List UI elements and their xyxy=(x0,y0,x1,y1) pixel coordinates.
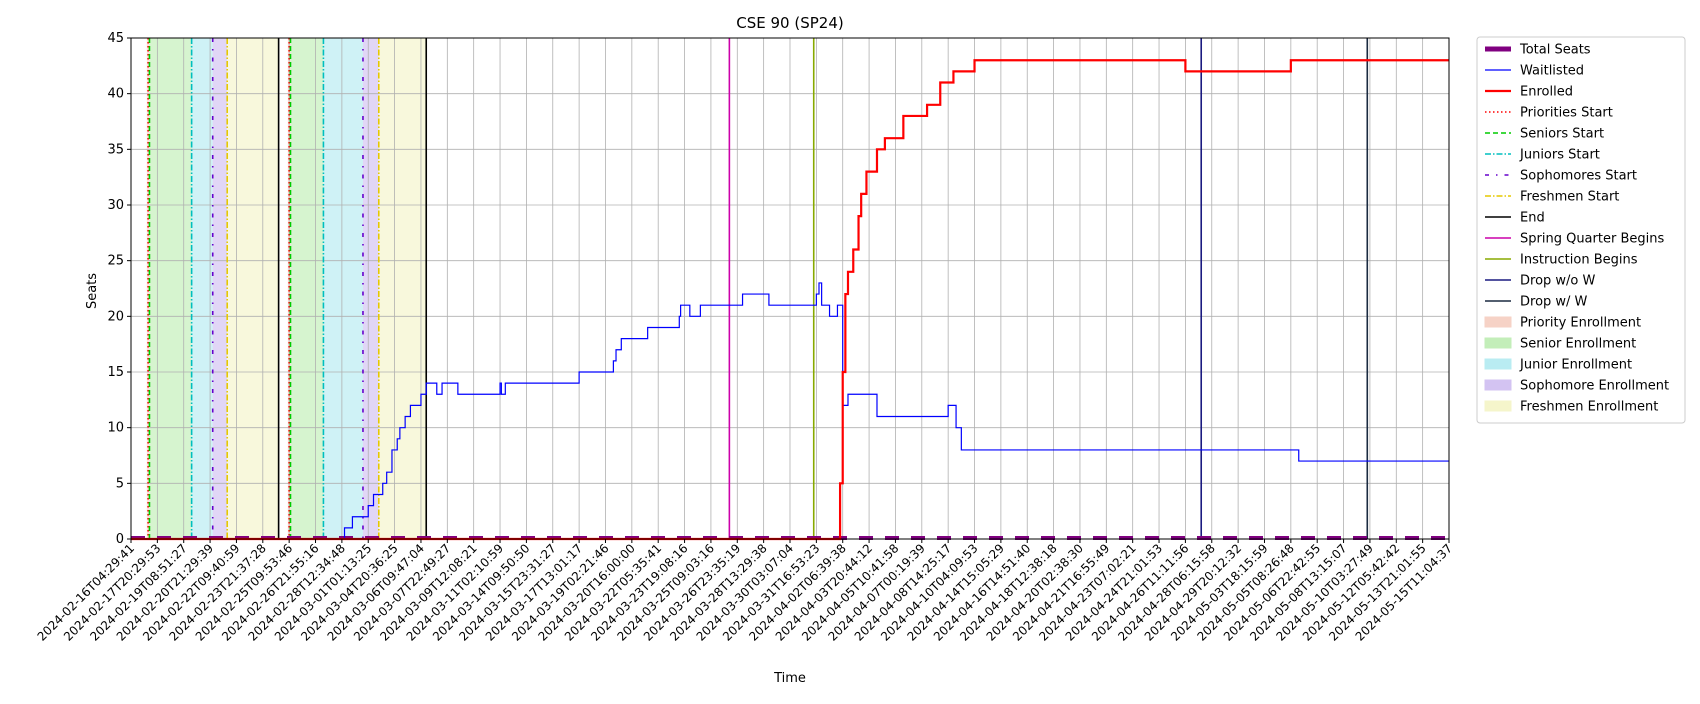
series xyxy=(131,59,1449,541)
legend-label-6: Sophomores Start xyxy=(1520,169,1637,184)
shaded-regions xyxy=(146,38,427,539)
region-1-1 xyxy=(290,38,324,539)
legend-label-0: Total Seats xyxy=(1519,43,1591,58)
legend-label-14: Senior Enrollment xyxy=(1520,337,1636,352)
legend-label-9: Spring Quarter Begins xyxy=(1520,232,1664,247)
legend-box xyxy=(1476,36,1686,424)
region-2-1 xyxy=(323,38,363,539)
region-1-0 xyxy=(149,38,192,539)
grid xyxy=(130,37,1450,540)
y-tick-label-8: 40 xyxy=(107,87,124,102)
y-tick-label-9: 45 xyxy=(107,31,124,46)
region-3-0 xyxy=(212,38,228,539)
legend: Total Seats Waitlisted Enrolled Priorities … xyxy=(1476,36,1686,424)
legend-swatch-14 xyxy=(1484,337,1512,349)
region-0-0 xyxy=(146,38,150,539)
region-4-1 xyxy=(378,38,427,539)
x-axis-label: Time xyxy=(773,671,806,686)
y-axis-label: Seats xyxy=(85,273,100,309)
y-tick-label-7: 35 xyxy=(107,142,124,157)
legend-label-4: Seniors Start xyxy=(1520,127,1604,142)
region-2-0 xyxy=(191,38,213,539)
y-tick-label-5: 25 xyxy=(107,254,124,269)
region-4-0 xyxy=(227,38,279,539)
y-tick-label-2: 10 xyxy=(107,421,124,436)
legend-label-16: Sophomore Enrollment xyxy=(1520,379,1669,394)
legend-label-5: Juniors Start xyxy=(1519,148,1600,163)
y-tick-label-1: 5 xyxy=(116,476,124,491)
y-tick-label-3: 15 xyxy=(107,365,124,380)
legend-label-15: Junior Enrollment xyxy=(1519,358,1632,373)
legend-swatch-16 xyxy=(1484,379,1512,391)
region-3-1 xyxy=(362,38,379,539)
legend-label-7: Freshmen Start xyxy=(1520,190,1619,205)
y-tick-label-6: 30 xyxy=(107,198,124,213)
legend-swatch-13 xyxy=(1484,316,1512,328)
legend-label-17: Freshmen Enrollment xyxy=(1520,400,1658,415)
legend-label-13: Priority Enrollment xyxy=(1520,316,1641,331)
chart-title: CSE 90 (SP24) xyxy=(736,14,843,32)
legend-label-8: End xyxy=(1520,211,1545,226)
series-enrolled xyxy=(131,59,1449,541)
y-tick-label-0: 0 xyxy=(116,532,124,547)
legend-swatch-17 xyxy=(1484,400,1512,412)
legend-swatch-15 xyxy=(1484,358,1512,370)
legend-label-3: Priorities Start xyxy=(1520,106,1613,121)
vertical-markers xyxy=(147,38,1369,539)
legend-label-2: Enrolled xyxy=(1520,85,1573,100)
legend-label-10: Instruction Begins xyxy=(1520,253,1638,268)
legend-label-1: Waitlisted xyxy=(1520,64,1584,79)
legend-label-11: Drop w/o W xyxy=(1520,274,1596,289)
legend-label-12: Drop w/ W xyxy=(1520,295,1588,310)
y-tick-label-4: 20 xyxy=(107,309,124,324)
